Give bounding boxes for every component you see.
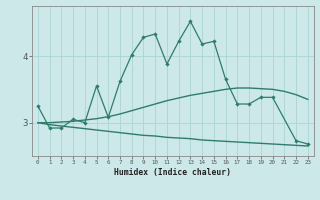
X-axis label: Humidex (Indice chaleur): Humidex (Indice chaleur) (114, 168, 231, 177)
